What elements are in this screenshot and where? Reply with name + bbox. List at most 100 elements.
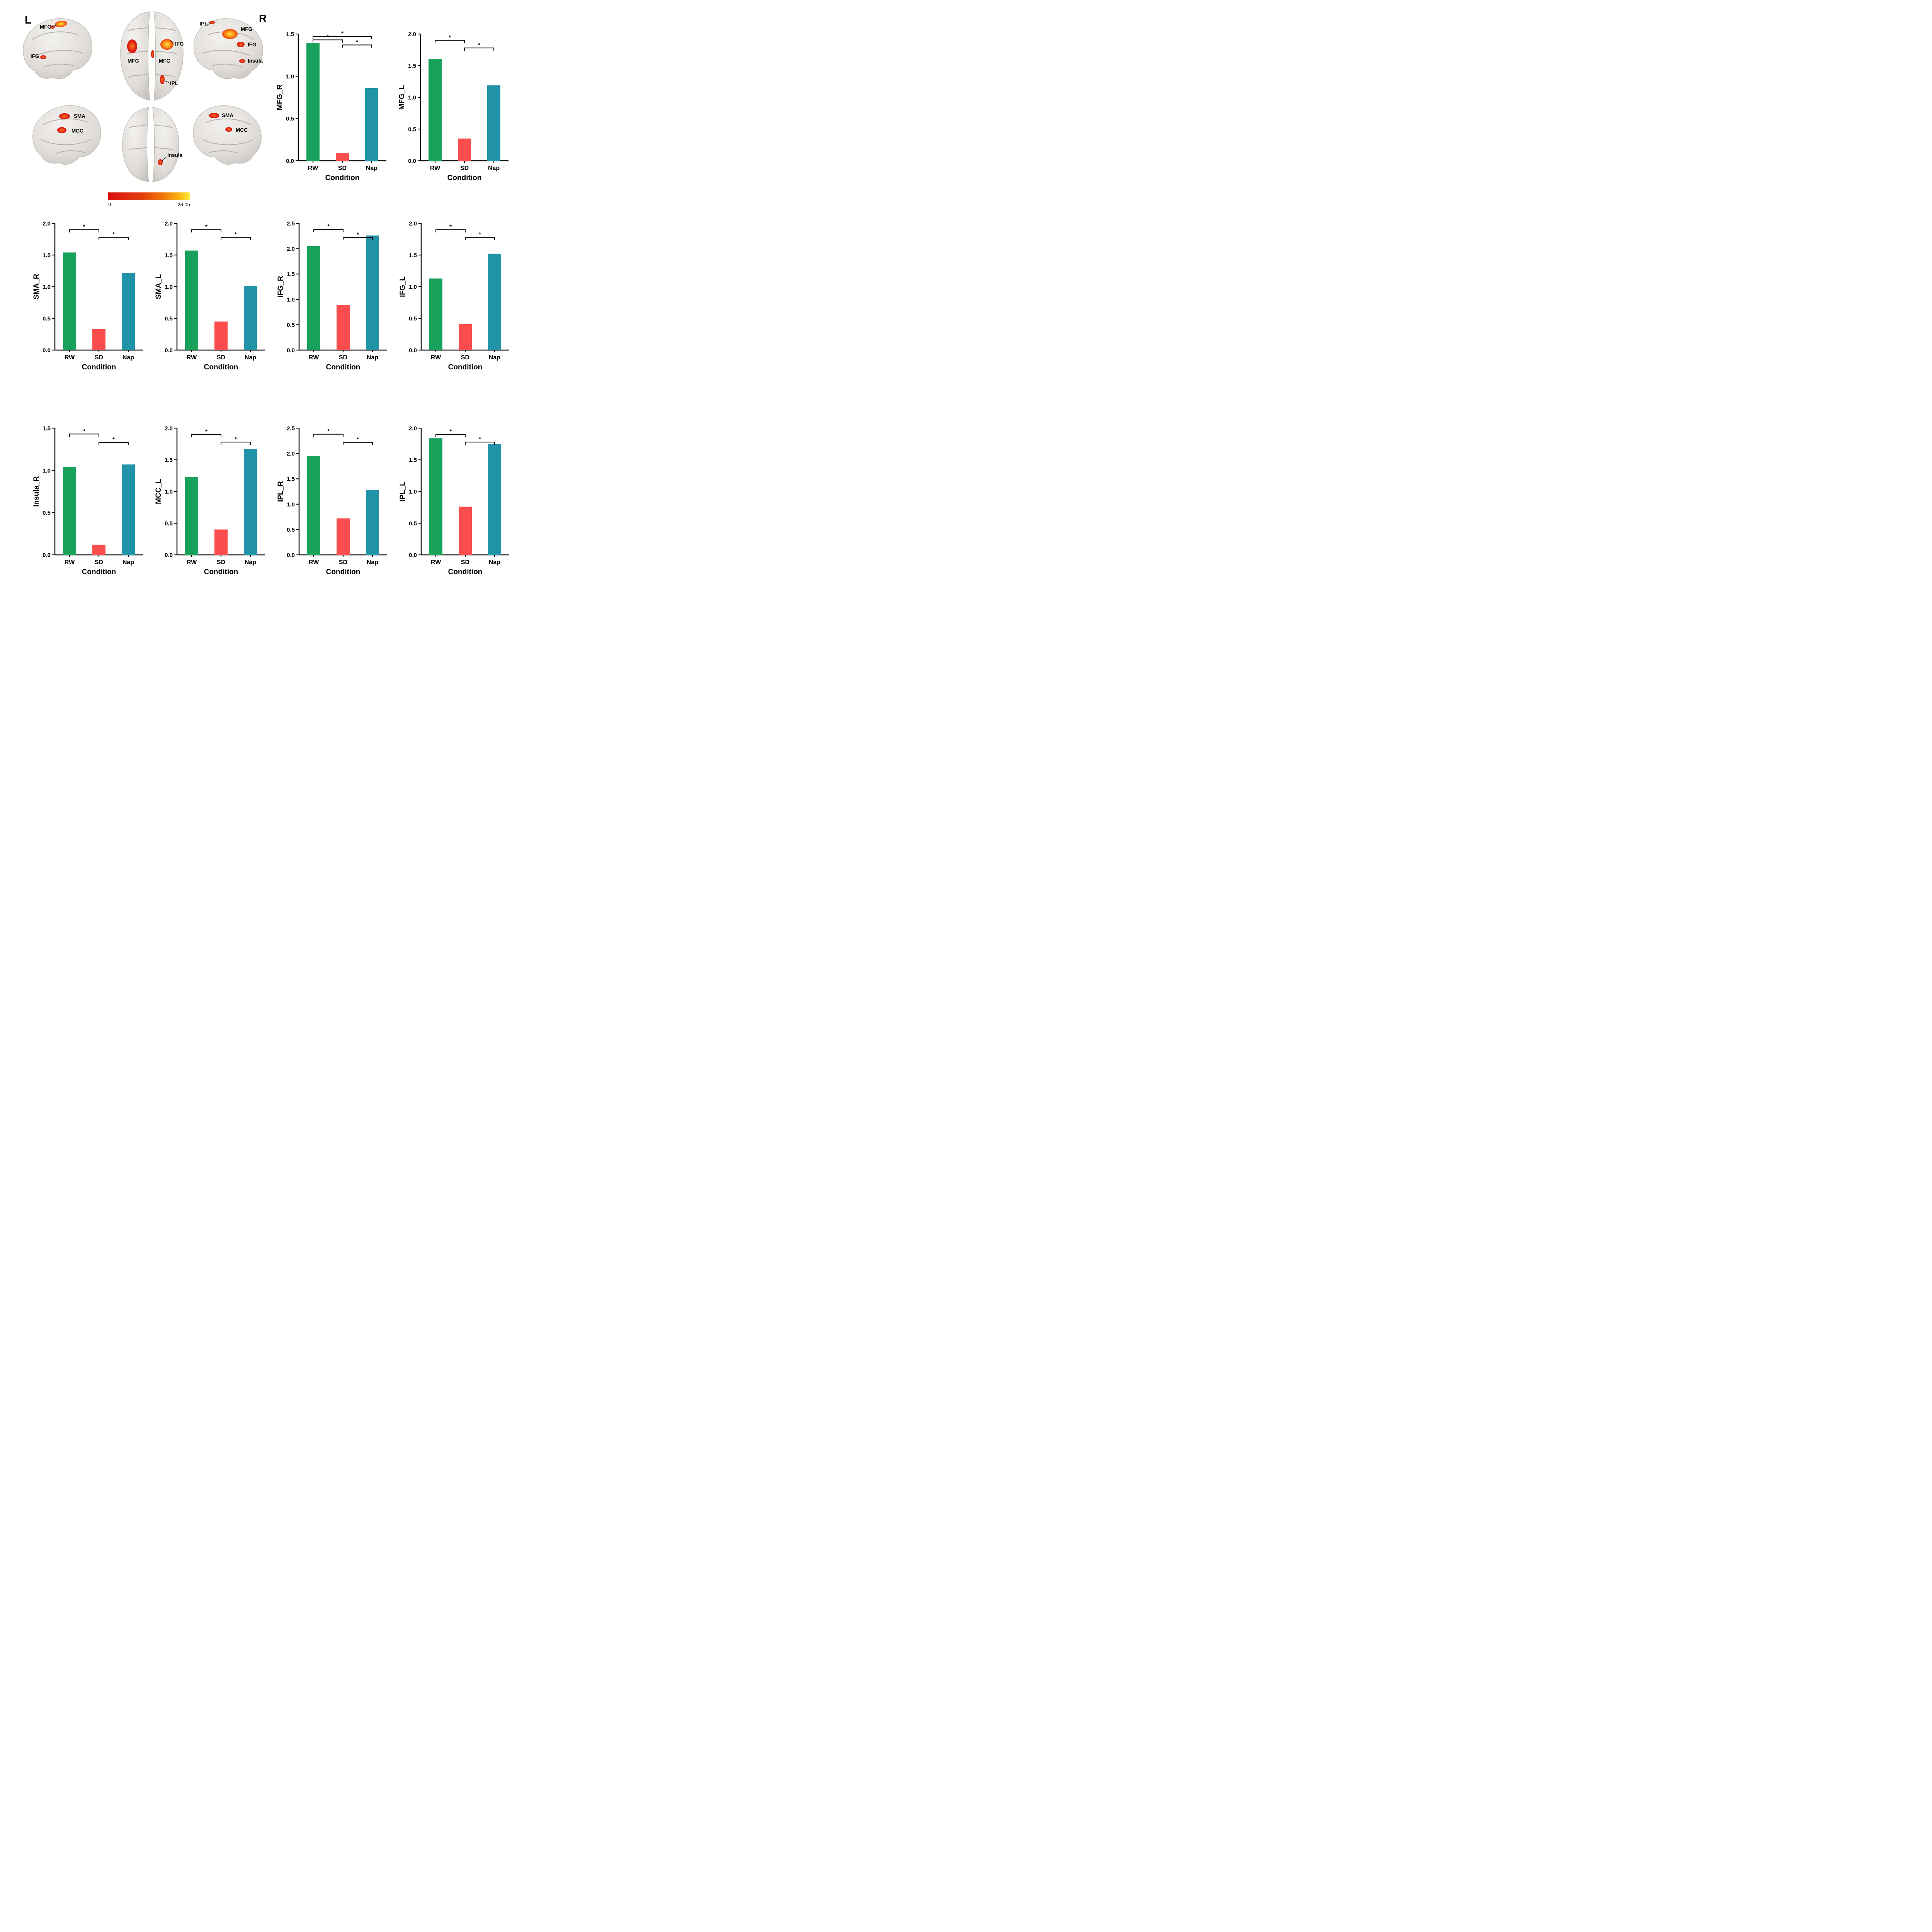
chart-MFG_R: 0.0 0.5 1.0 1.5 RW SD Nap * * * Condition MFG_R (275, 28, 391, 182)
bar-RW (63, 467, 76, 555)
sig-bracket (191, 229, 221, 233)
bar-RW (429, 438, 442, 555)
y-tick-label: 2.0 (43, 221, 51, 227)
sig-bracket (465, 442, 495, 445)
leader-line (170, 40, 174, 44)
y-tick-label: 1.5 (287, 271, 295, 278)
x-tick-label: SD (339, 559, 347, 566)
y-tick-label: 2.0 (287, 451, 295, 457)
bar-RW (306, 43, 320, 161)
bar-RW (63, 252, 76, 350)
bar-SD (337, 305, 350, 350)
y-tick-label: 0.5 (409, 520, 417, 527)
brain-label-insula: Insula (167, 152, 183, 158)
bar-RW (185, 250, 198, 350)
sig-asterisk: * (112, 231, 115, 238)
sig-asterisk: * (83, 428, 85, 434)
x-tick-label: SD (460, 165, 469, 172)
y-tick-label: 1.5 (409, 457, 417, 464)
brain-right-lateral-view: IPL MFG IFG Insula (194, 18, 263, 79)
sig-asterisk: * (479, 436, 481, 442)
bar-RW (185, 477, 198, 555)
y-tick-label: 1.5 (165, 252, 173, 259)
y-tick-label: 2.0 (409, 221, 417, 227)
x-tick-label: RW (187, 354, 197, 361)
x-axis-label: Condition (326, 568, 361, 576)
bar-RW (307, 456, 320, 555)
bar-chart-Insula_R: 0.0 0.5 1.0 1.5 RW SD Nap * * Condition Insula_R (32, 425, 143, 576)
bar-SD (459, 324, 472, 350)
activation-ipl-right-axial (160, 75, 165, 84)
x-axis-label: Condition (448, 568, 483, 576)
chart-SMA_L: 0.0 0.5 1.0 1.5 2.0 RW SD Nap * * Condition SMA_L (154, 217, 270, 372)
x-tick-label: Nap (366, 165, 378, 172)
chart-Insula_R: 0.0 0.5 1.0 1.5 RW SD Nap * * Condition Insula_R (32, 422, 148, 577)
sig-asterisk: * (327, 428, 330, 435)
y-tick-label: 2.0 (287, 246, 295, 252)
activation-ifg-right-lateral (237, 42, 245, 47)
activation-insula-axial-bottom (158, 159, 163, 165)
x-tick-label: Nap (245, 559, 256, 566)
sig-bracket (221, 442, 251, 445)
y-tick-label: 0.5 (408, 126, 416, 133)
bar-SD (458, 138, 471, 161)
activation-mcc-right-medial (225, 127, 232, 132)
bar-SD (459, 507, 472, 555)
y-tick-label: 0.5 (409, 316, 417, 322)
brain-label-ipl: IPL (170, 80, 178, 86)
bar-chart-IPL_L: 0.0 0.5 1.0 1.5 2.0 RW SD Nap * * Condition IPL_L (399, 425, 509, 576)
sig-bracket (69, 434, 99, 437)
sig-asterisk: * (356, 39, 358, 45)
x-axis-label: Condition (447, 174, 482, 182)
leader-line (164, 80, 170, 83)
x-tick-label: SD (339, 354, 347, 361)
brain-label-ifg: IFG (248, 42, 257, 48)
y-tick-label: 1.0 (408, 95, 416, 101)
chart-IPL_R: 0.0 0.5 1.0 1.5 2.0 2.5 RW SD Nap * * Condition IPL_… (276, 422, 392, 577)
y-axis-label: MFG_L (398, 85, 406, 110)
y-tick-label: 0.0 (43, 552, 51, 559)
bar-chart-SMA_R: 0.0 0.5 1.0 1.5 2.0 RW SD Nap * * Condition SMA_R (32, 221, 143, 371)
x-tick-label: RW (431, 559, 441, 566)
chart-MCC_L: 0.0 0.5 1.0 1.5 2.0 RW SD Nap * * Condition MCC_L (154, 422, 270, 577)
leader-line (162, 156, 167, 161)
y-tick-label: 2.5 (287, 425, 295, 432)
x-tick-label: SD (461, 559, 469, 566)
x-tick-label: SD (217, 354, 225, 361)
y-tick-label: 0.0 (165, 347, 173, 354)
y-axis-label: SMA_R (32, 274, 41, 299)
y-tick-label: 0.0 (408, 158, 416, 165)
colorbar-max-label: 26.05 (177, 202, 190, 207)
y-tick-label: 0.0 (287, 347, 295, 354)
sig-asterisk: * (449, 34, 451, 41)
y-tick-label: 0.5 (287, 322, 295, 328)
bar-Nap (122, 464, 135, 555)
sig-asterisk: * (235, 436, 237, 442)
sig-bracket (221, 237, 251, 240)
y-axis-label: IFG_R (277, 276, 285, 298)
brain-render-panel: L R MFG IFG (8, 6, 282, 187)
bar-RW (307, 246, 320, 350)
brain-left-medial-view: SMA MCC (32, 105, 101, 165)
x-tick-label: SD (95, 559, 103, 566)
bar-chart-IFG_L: 0.0 0.5 1.0 1.5 2.0 RW SD Nap * * Condition IFG_L (399, 221, 509, 371)
brain-label-mfg: MFG (40, 24, 51, 30)
top-chart-row: 0.0 0.5 1.0 1.5 RW SD Nap * * * Condition MFG_R 0.0… (275, 28, 513, 182)
activation-mcc-left-medial (57, 127, 66, 133)
x-axis-label: Condition (204, 568, 238, 576)
sig-bracket (343, 442, 373, 445)
x-tick-label: Nap (245, 354, 256, 361)
y-axis-label: MFG_R (276, 84, 284, 110)
bar-SD (214, 321, 228, 350)
y-tick-label: 1.5 (286, 31, 294, 38)
x-tick-label: RW (65, 559, 75, 566)
y-axis-label: IFG_L (399, 276, 407, 297)
brain-label-sma: SMA (74, 113, 85, 119)
y-tick-label: 1.5 (408, 63, 416, 70)
y-tick-label: 0.0 (287, 552, 295, 559)
x-tick-label: Nap (488, 165, 500, 172)
brain-axial-top-view: IFG MFG MFG IPL (120, 11, 184, 101)
chart-SMA_R: 0.0 0.5 1.0 1.5 2.0 RW SD Nap * * Condition SMA_R (32, 217, 148, 372)
y-tick-label: 1.0 (43, 284, 51, 291)
leader-line (207, 23, 211, 25)
